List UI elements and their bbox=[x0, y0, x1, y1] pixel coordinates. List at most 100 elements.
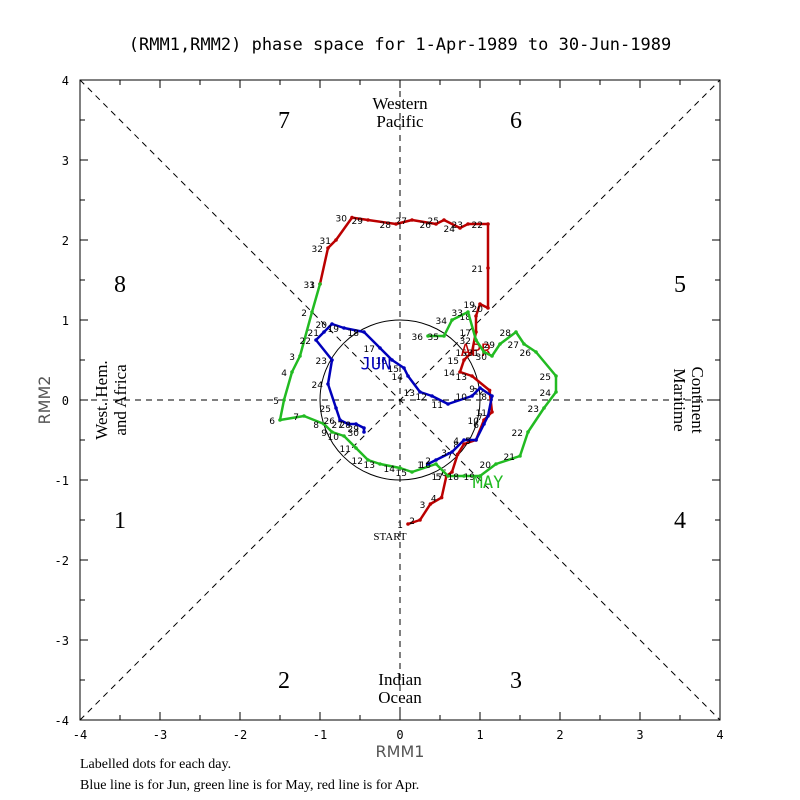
chart-title: (RMM1,RMM2) phase space for 1-Apr-1989 t… bbox=[129, 35, 671, 55]
x-tick-label: -1 bbox=[313, 728, 327, 742]
region-right-line-2: Continent bbox=[688, 366, 707, 433]
day-dot bbox=[462, 358, 466, 362]
start-label: START bbox=[373, 531, 407, 543]
y-axis-label: RMM2 bbox=[35, 376, 54, 425]
day-dot bbox=[362, 430, 366, 434]
day-label: 29 bbox=[348, 425, 360, 435]
day-dot bbox=[439, 495, 444, 500]
day-dot bbox=[330, 358, 334, 362]
day-dot bbox=[390, 358, 394, 362]
day-label: 24 bbox=[312, 381, 324, 391]
day-label: 21 bbox=[472, 265, 483, 275]
day-label: 32 bbox=[312, 245, 323, 255]
day-label: 29 bbox=[484, 341, 496, 351]
phase-label-4: 4 bbox=[674, 508, 686, 534]
day-label: 9 bbox=[321, 429, 327, 439]
y-tick-label: 3 bbox=[62, 154, 69, 168]
day-label: 24 bbox=[540, 389, 552, 399]
y-tick-label: -4 bbox=[55, 714, 69, 728]
day-dot bbox=[418, 518, 422, 522]
month-label-may: MAY bbox=[473, 473, 504, 493]
day-dot bbox=[474, 338, 478, 342]
day-label: 8 bbox=[481, 393, 487, 403]
day-dot bbox=[354, 422, 358, 426]
day-label: 12 bbox=[473, 387, 484, 397]
day-dot bbox=[314, 338, 318, 342]
day-dot bbox=[354, 446, 358, 450]
day-dot bbox=[334, 406, 338, 410]
day-dot bbox=[394, 222, 398, 226]
phase-label-1: 1 bbox=[114, 508, 126, 534]
day-dot bbox=[494, 462, 498, 466]
day-dot bbox=[302, 414, 306, 418]
day-dot bbox=[462, 442, 466, 446]
day-dot bbox=[526, 430, 530, 434]
day-label: 7 bbox=[447, 451, 453, 461]
region-labels: Western Pacific Indian Ocean West. Hem. … bbox=[92, 94, 707, 707]
day-dot bbox=[398, 466, 402, 470]
day-label: 21 bbox=[504, 453, 515, 463]
day-label: 17 bbox=[432, 473, 443, 483]
day-label: 16 bbox=[376, 357, 388, 367]
day-dot bbox=[470, 394, 474, 398]
day-dot bbox=[406, 374, 410, 378]
day-label: 14 bbox=[392, 373, 404, 383]
month-label-jun: JUN bbox=[361, 355, 392, 375]
day-label: 2 bbox=[409, 517, 415, 527]
day-label: 27 bbox=[332, 421, 343, 431]
day-label: 33 bbox=[452, 309, 463, 319]
phase-label-2: 2 bbox=[278, 668, 290, 694]
day-label: 16 bbox=[420, 461, 432, 471]
phase-label-5: 5 bbox=[674, 272, 686, 298]
day-label: 26 bbox=[520, 349, 532, 359]
day-dot bbox=[310, 310, 314, 314]
day-dot bbox=[486, 222, 490, 226]
day-dot bbox=[378, 462, 382, 466]
day-label: 30 bbox=[336, 215, 348, 225]
day-dot bbox=[498, 342, 502, 346]
day-dot bbox=[430, 394, 434, 398]
day-label: 13 bbox=[404, 389, 415, 399]
day-dot bbox=[482, 350, 486, 354]
day-label: 19 bbox=[464, 301, 476, 311]
day-label: 7 bbox=[477, 413, 483, 423]
day-label: 12 bbox=[416, 393, 427, 403]
day-label: 28 bbox=[500, 329, 512, 339]
phase-label-6: 6 bbox=[510, 108, 522, 134]
day-dot bbox=[542, 406, 546, 410]
day-label: 25 bbox=[320, 405, 331, 415]
day-label: 5 bbox=[465, 437, 471, 447]
day-label: 35 bbox=[428, 333, 439, 343]
day-label: 11 bbox=[340, 445, 351, 455]
day-dot bbox=[490, 354, 494, 358]
day-dot bbox=[418, 390, 422, 394]
day-dot bbox=[466, 222, 470, 226]
day-label: 5 bbox=[436, 473, 442, 483]
day-label: 12 bbox=[352, 457, 363, 467]
phase-dividers bbox=[79, 79, 721, 721]
day-dot bbox=[470, 350, 474, 354]
day-label: 21 bbox=[308, 329, 319, 339]
day-label: 23 bbox=[528, 405, 539, 415]
x-tick-label: -4 bbox=[73, 728, 87, 742]
day-label: 18 bbox=[460, 313, 472, 323]
x-tick-label: 2 bbox=[556, 728, 563, 742]
day-dot bbox=[522, 342, 526, 346]
day-dot bbox=[490, 410, 494, 414]
day-label: 14 bbox=[384, 465, 396, 475]
day-label: 14 bbox=[444, 369, 456, 379]
day-dot bbox=[474, 314, 478, 318]
footnote-1: Labelled dots for each day. bbox=[80, 757, 231, 772]
day-label: 5 bbox=[273, 397, 279, 407]
day-label: 15 bbox=[388, 365, 399, 375]
day-dot bbox=[338, 418, 342, 422]
x-tick-label: 0 bbox=[396, 728, 403, 742]
day-label: 3 bbox=[289, 353, 295, 363]
day-label: 16 bbox=[456, 349, 468, 359]
y-tick-label: 0 bbox=[62, 394, 69, 408]
day-label: 33 bbox=[304, 281, 315, 291]
day-label: 19 bbox=[328, 325, 340, 335]
day-dot bbox=[486, 414, 490, 418]
